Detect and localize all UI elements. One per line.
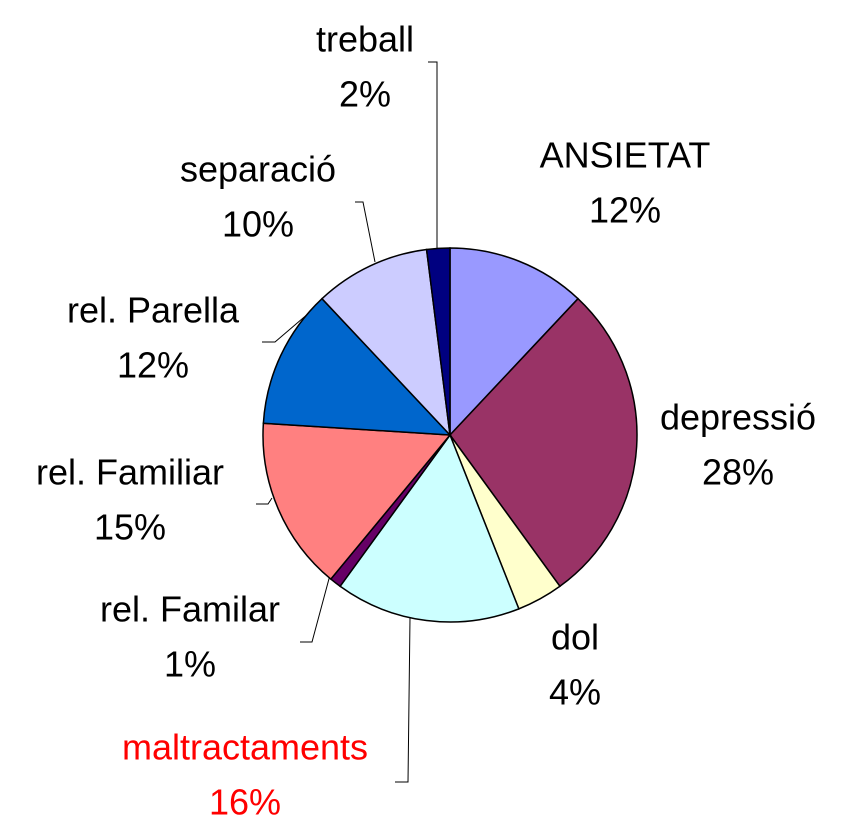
pie-slice xyxy=(425,247,451,436)
slice-value-label: 4% xyxy=(549,672,601,713)
pie-slice xyxy=(449,247,580,437)
slice-label: treball xyxy=(316,19,414,60)
slice-value-label: 1% xyxy=(164,644,216,685)
leader-line xyxy=(300,574,331,643)
slice-label: rel. Familar xyxy=(100,589,280,630)
slice-label: ANSIETAT xyxy=(540,135,711,176)
slice-value-label: 12% xyxy=(117,345,189,386)
pie-slice xyxy=(449,297,638,588)
leader-line xyxy=(395,617,411,783)
slice-label: maltractaments xyxy=(122,727,368,768)
slice-value-label: 2% xyxy=(339,74,391,115)
leader-lines xyxy=(256,61,438,783)
slice-value-label: 16% xyxy=(209,782,281,823)
slice-value-label: 12% xyxy=(589,190,661,231)
pie-slice xyxy=(262,422,452,581)
slice-label: rel. Familiar xyxy=(36,452,224,493)
leader-line xyxy=(428,61,438,252)
leader-line xyxy=(256,497,273,505)
slice-label: depressió xyxy=(660,397,816,438)
slice-label: rel. Parella xyxy=(67,290,240,331)
pie-slice xyxy=(262,297,452,436)
leader-line xyxy=(355,201,376,263)
slice-value-label: 10% xyxy=(222,204,294,245)
pie-slice xyxy=(339,433,520,623)
slice-label: dol xyxy=(551,617,599,658)
slice-value-label: 15% xyxy=(94,507,166,548)
slice-value-label: 28% xyxy=(702,452,774,493)
slice-label: separació xyxy=(180,149,336,190)
pie-slice xyxy=(320,248,452,438)
